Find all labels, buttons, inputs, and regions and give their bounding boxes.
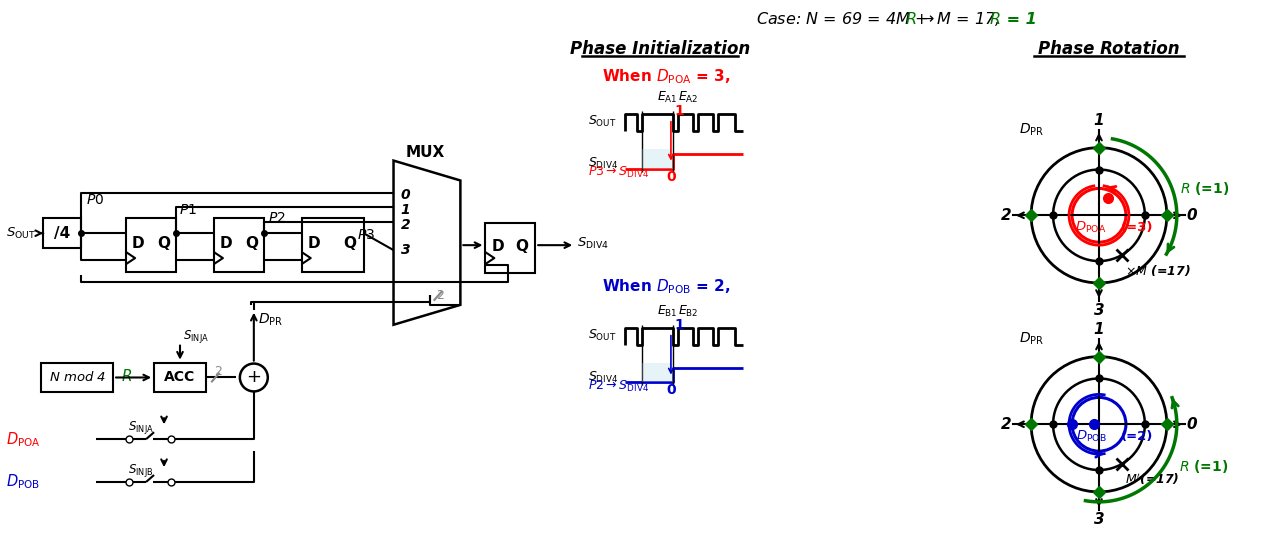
FancyBboxPatch shape [214, 218, 264, 272]
Text: $P2$: $P2$ [268, 211, 285, 225]
Text: 0: 0 [401, 189, 410, 202]
Text: 2: 2 [1000, 417, 1011, 432]
Text: 3: 3 [1094, 303, 1104, 318]
Text: $S_{\rm OUT}$: $S_{\rm OUT}$ [588, 114, 616, 129]
Text: $P1$: $P1$ [179, 204, 197, 217]
Text: D: D [132, 236, 145, 251]
Text: MUX: MUX [406, 145, 445, 160]
Text: $D_{\rm POB}$: $D_{\rm POB}$ [1075, 429, 1107, 444]
Polygon shape [393, 160, 460, 325]
FancyBboxPatch shape [42, 363, 113, 393]
FancyBboxPatch shape [153, 363, 205, 393]
Text: 2: 2 [436, 289, 444, 302]
Bar [642, 149, 673, 169]
Text: 2: 2 [1000, 208, 1011, 223]
Text: /4: /4 [55, 226, 71, 241]
Text: 2: 2 [401, 218, 410, 232]
Text: $D_{\rm PR}$: $D_{\rm PR}$ [257, 311, 283, 328]
Text: $D_{\rm PR}$: $D_{\rm PR}$ [1019, 330, 1045, 347]
Text: Q: Q [515, 239, 529, 254]
Text: 1: 1 [401, 204, 410, 217]
Text: $R$: $R$ [122, 368, 132, 383]
Text: $D_{\rm POB}$: $D_{\rm POB}$ [6, 473, 41, 491]
Text: When $D_{\rm POB}$ = 2,: When $D_{\rm POB}$ = 2, [602, 278, 730, 296]
Text: +: + [246, 368, 261, 387]
Text: 1: 1 [675, 318, 685, 332]
Text: ACC: ACC [165, 371, 195, 384]
Text: $R$: $R$ [989, 11, 1000, 27]
Text: Case: $N$ = 69 = 4$M$ +: Case: $N$ = 69 = 4$M$ + [756, 11, 929, 27]
Text: $P3\rightarrow S_{\rm DIV4}$: $P3\rightarrow S_{\rm DIV4}$ [588, 165, 649, 180]
Text: 1: 1 [1094, 113, 1104, 128]
Text: 0: 0 [666, 383, 676, 398]
Circle shape [1031, 357, 1167, 492]
Text: $D_{\rm POA}$: $D_{\rm POA}$ [1075, 220, 1107, 235]
Text: Phase Initialization: Phase Initialization [569, 40, 751, 58]
Circle shape [1031, 148, 1167, 283]
Text: 3: 3 [401, 243, 410, 257]
FancyBboxPatch shape [43, 218, 81, 248]
Text: D: D [491, 239, 503, 254]
Text: Q: Q [157, 236, 170, 251]
Text: Q: Q [245, 236, 257, 251]
Text: When $D_{\rm POA}$ = 3,: When $D_{\rm POA}$ = 3, [602, 67, 730, 86]
Text: 1: 1 [1094, 322, 1104, 337]
Text: Q: Q [344, 236, 356, 251]
Text: $R$ (=1): $R$ (=1) [1179, 458, 1227, 476]
Text: $D_{\rm POA}$: $D_{\rm POA}$ [6, 430, 41, 448]
Text: $S_{\rm DIV4}$: $S_{\rm DIV4}$ [577, 236, 609, 251]
Text: $D_{\rm PR}$: $D_{\rm PR}$ [1019, 121, 1045, 138]
Text: $E_{\rm B2}$: $E_{\rm B2}$ [677, 304, 699, 320]
Text: $S_{\rm OUT}$: $S_{\rm OUT}$ [588, 328, 616, 343]
Text: $S_{\rm INJA}$: $S_{\rm INJA}$ [183, 328, 209, 345]
Text: 2: 2 [214, 365, 222, 378]
FancyBboxPatch shape [486, 223, 535, 273]
Circle shape [240, 363, 268, 392]
Text: $R$ (=1): $R$ (=1) [1179, 180, 1229, 197]
Text: D: D [219, 236, 232, 251]
Text: $S_{\rm INJB}$: $S_{\rm INJB}$ [128, 462, 153, 478]
Text: $\times M$ (=17): $\times M$ (=17) [1125, 263, 1191, 278]
Text: $M'$(=17): $M'$(=17) [1125, 472, 1179, 487]
Text: $E_{\rm B1}$: $E_{\rm B1}$ [657, 304, 677, 320]
Circle shape [1054, 170, 1145, 261]
Text: 0: 0 [1187, 417, 1197, 432]
Text: 0: 0 [666, 170, 676, 184]
Text: $E_{\rm A2}$: $E_{\rm A2}$ [677, 90, 699, 106]
Text: $\rightarrow$$M$ = 17,: $\rightarrow$$M$ = 17, [917, 11, 1002, 28]
Text: $E_{\rm A1}$: $E_{\rm A1}$ [657, 90, 677, 106]
Text: $N$ mod 4: $N$ mod 4 [48, 371, 105, 384]
Text: 3: 3 [1094, 512, 1104, 527]
Text: Phase Rotation: Phase Rotation [1038, 40, 1179, 58]
Text: $S_{\rm DIV4}$: $S_{\rm DIV4}$ [588, 370, 619, 385]
Text: $P3$: $P3$ [356, 228, 374, 242]
Text: $S_{\rm INJA}$: $S_{\rm INJA}$ [128, 419, 155, 436]
Text: $P2\rightarrow S_{\rm DIV4}$: $P2\rightarrow S_{\rm DIV4}$ [588, 379, 649, 394]
Circle shape [1071, 189, 1126, 242]
Text: 0: 0 [1187, 208, 1197, 223]
Text: (=2): (=2) [1121, 430, 1154, 443]
Text: $S_{\rm DIV4}$: $S_{\rm DIV4}$ [588, 156, 619, 171]
Text: = 1: = 1 [1002, 12, 1037, 27]
Text: 1: 1 [675, 104, 685, 118]
Circle shape [1071, 398, 1126, 451]
Text: $R$: $R$ [905, 11, 917, 27]
FancyBboxPatch shape [126, 218, 176, 272]
Bar [642, 363, 673, 383]
Circle shape [1054, 378, 1145, 470]
Text: (=3): (=3) [1121, 221, 1154, 234]
Text: $P0$: $P0$ [86, 194, 104, 207]
FancyBboxPatch shape [302, 218, 364, 272]
Text: D: D [308, 236, 321, 251]
Text: $S_{\rm OUT}$: $S_{\rm OUT}$ [6, 226, 37, 241]
